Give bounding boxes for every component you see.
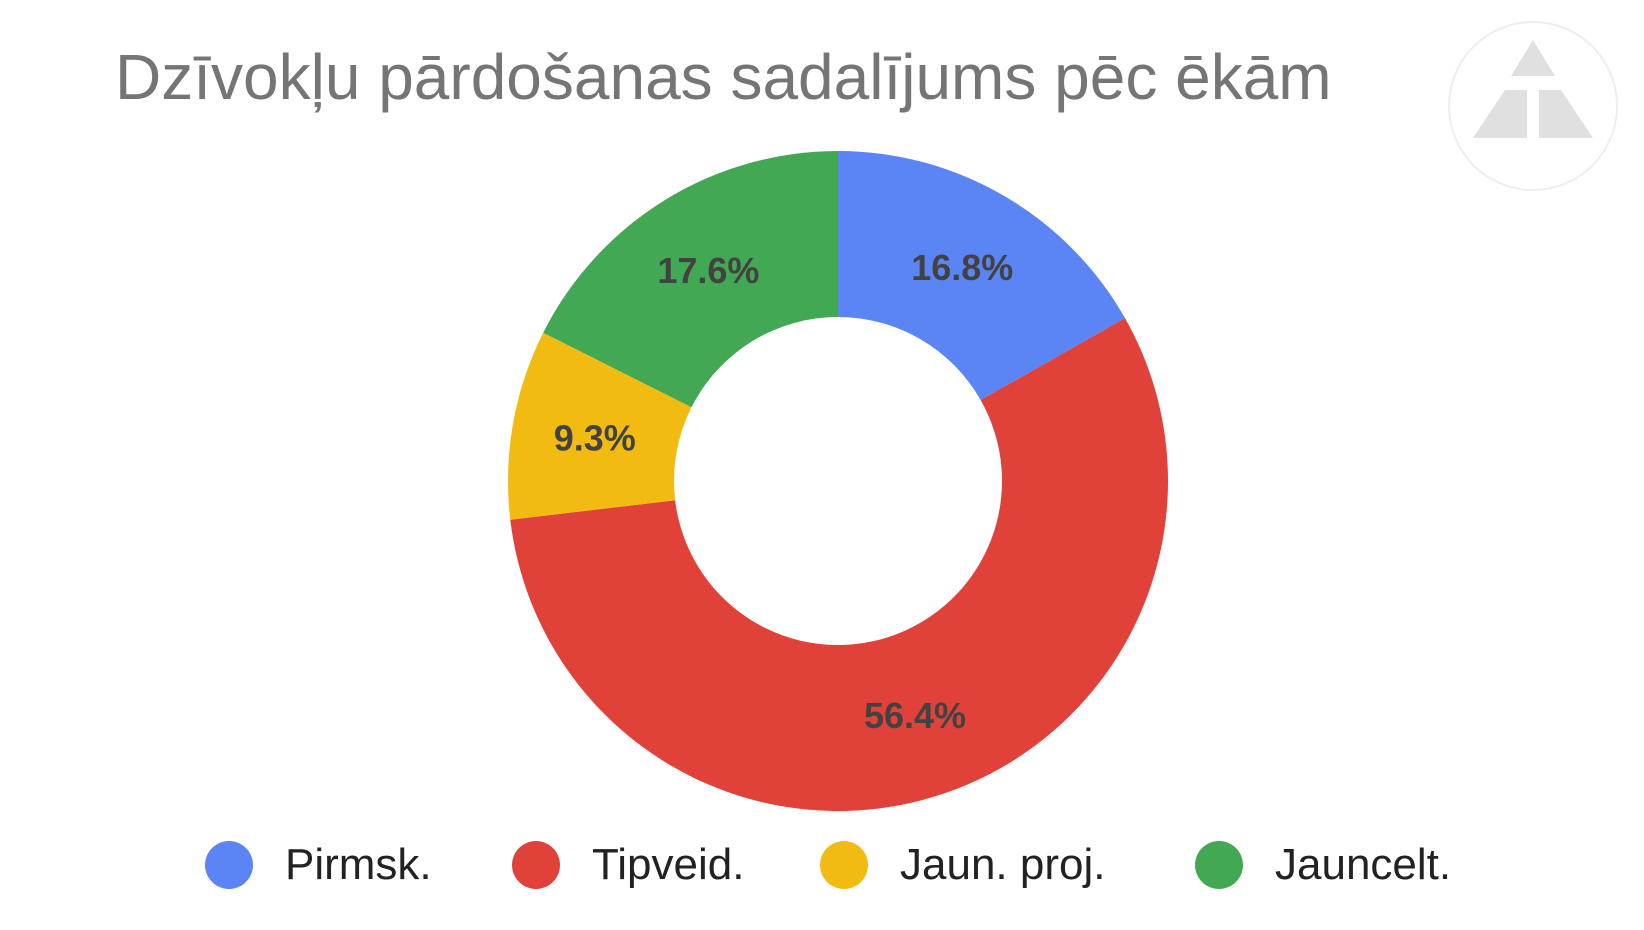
legend-marker-3: [1195, 841, 1243, 889]
legend-marker-2: [820, 841, 868, 889]
slice-2: [507, 332, 692, 520]
legend-label-1: Tipveid.: [592, 840, 745, 889]
logo-icon: [1448, 21, 1618, 191]
legend-marker-1: [512, 841, 560, 889]
slice-label-2: 9.3%: [554, 418, 636, 459]
slice-3: [543, 151, 838, 408]
slice-label-3: 17.6%: [657, 250, 759, 291]
legend-marker-0: [205, 841, 253, 889]
legend-label-3: Jauncelt.: [1275, 840, 1452, 889]
legend-item-2: Jaun. proj.: [820, 830, 1105, 900]
slice-0: [838, 151, 1125, 401]
slice-label-1: 56.4%: [864, 695, 966, 736]
chart-legend: Pirmsk. Tipveid. Jaun. proj. Jauncelt.: [0, 830, 1644, 900]
chart-title: Dzīvokļu pārdošanas sadalījums pēc ēkām: [115, 41, 1332, 113]
slice-1: [510, 318, 1168, 811]
legend-label-2: Jaun. proj.: [900, 840, 1106, 889]
legend-label-0: Pirmsk.: [285, 840, 432, 889]
legend-item-3: Jauncelt.: [1195, 830, 1451, 900]
legend-item-1: Tipveid.: [512, 830, 744, 900]
slice-label-0: 16.8%: [911, 247, 1013, 288]
legend-item-0: Pirmsk.: [205, 830, 432, 900]
